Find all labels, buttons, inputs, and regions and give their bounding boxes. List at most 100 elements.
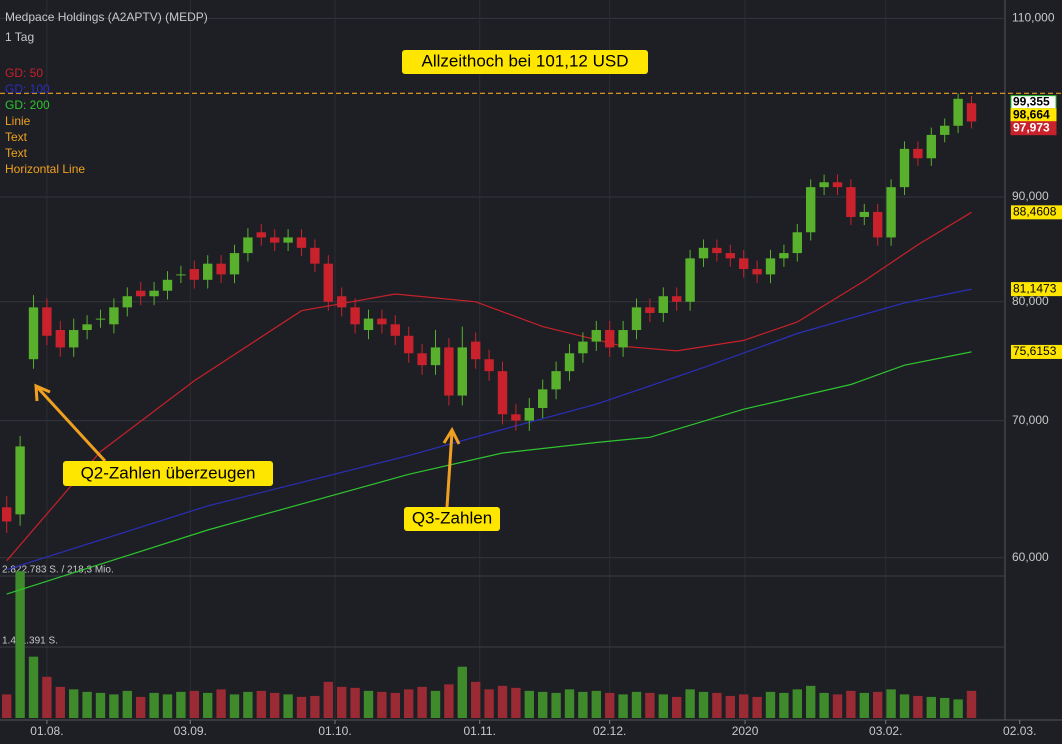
candle-body xyxy=(712,247,722,254)
price-tag xyxy=(1011,205,1062,220)
candle-body xyxy=(55,330,65,348)
volume-bar xyxy=(846,690,856,718)
volume-bar xyxy=(511,687,521,718)
volume-bar xyxy=(95,692,106,718)
candle-body xyxy=(350,307,360,325)
candle-body xyxy=(899,148,910,188)
price-tag-label: 98,664 xyxy=(1013,107,1050,121)
volume-bar xyxy=(672,696,682,718)
volume-bar xyxy=(363,690,374,718)
moving-averages xyxy=(0,92,1062,595)
volume-bar xyxy=(578,691,588,718)
candle-body xyxy=(966,103,977,122)
candle-body xyxy=(725,253,735,259)
candle-body xyxy=(323,263,333,302)
volume-bar xyxy=(953,699,963,718)
candle-body xyxy=(631,307,642,331)
candle-body xyxy=(136,290,146,297)
x-tick-label: 02.12. xyxy=(593,724,626,738)
chart-subtitle: 1 Tag xyxy=(5,30,34,44)
volume-bar xyxy=(55,686,65,718)
candle-body xyxy=(270,237,280,243)
annotations: Allzeithoch bei 101,12 USD Q2-Zahlen übe… xyxy=(34,50,648,531)
candle-body xyxy=(806,187,816,233)
volume-bar xyxy=(685,689,695,718)
arrow xyxy=(445,431,454,508)
volume-bar xyxy=(591,690,601,718)
annotation: Q2-Zahlen überzeugen xyxy=(81,463,256,482)
volume-bar xyxy=(779,692,789,718)
legend: Medpace Holdings (A2APTV) (MEDP) 1 Tag G… xyxy=(5,10,208,176)
volume-bar xyxy=(873,691,883,718)
candle-body xyxy=(404,335,414,354)
volume-bar xyxy=(136,696,146,718)
candle-body xyxy=(82,324,92,331)
candles xyxy=(2,93,977,533)
volume-bar xyxy=(538,691,548,718)
moving-average xyxy=(6,288,972,571)
volume-bar xyxy=(605,692,615,718)
volume-bar xyxy=(645,692,655,718)
candle-body xyxy=(578,341,588,354)
x-tick-label: 01.11. xyxy=(463,724,495,738)
volume-tick-label: 2.822.783 S. / 218,3 Mio. xyxy=(2,565,114,576)
volume-bar xyxy=(631,691,642,718)
candle-body xyxy=(926,134,936,159)
candle-body xyxy=(176,274,186,276)
candle-body xyxy=(551,371,561,390)
volume-bar xyxy=(337,686,347,718)
y-tick-label: 80,000 xyxy=(1012,294,1049,308)
candle-body xyxy=(430,347,441,366)
volume-bar xyxy=(417,686,427,718)
volume-bar xyxy=(42,676,52,718)
volume-bar xyxy=(484,689,494,718)
volume-bar xyxy=(243,691,253,718)
volume-panel: 2.822.783 S. / 218,3 Mio. 1.411.391 S. xyxy=(0,565,1005,718)
price-tag-label: 99,355 xyxy=(1013,94,1050,108)
candle-body xyxy=(846,187,856,217)
y-tick-label: 70,000 xyxy=(1012,413,1049,427)
price-tag xyxy=(1010,121,1057,136)
candle-body xyxy=(605,330,615,348)
volume-bar xyxy=(404,689,414,718)
candle-body xyxy=(792,232,802,254)
moving-average xyxy=(6,351,972,595)
x-tick-label: 01.08. xyxy=(30,724,63,738)
annotation: Allzeithoch bei 101,12 USD xyxy=(422,51,629,70)
volume-bar xyxy=(390,692,400,718)
volume-bar xyxy=(69,689,79,718)
volume-bar xyxy=(430,690,441,718)
candle-body xyxy=(216,263,226,275)
legend-entry: GD: 50 xyxy=(5,66,43,80)
legend-entry: GD: 100 xyxy=(5,82,50,96)
price-tag-label: 75,6153 xyxy=(1013,344,1057,358)
volume-bar xyxy=(377,691,387,718)
candle-body xyxy=(229,253,240,275)
candle-body xyxy=(15,446,25,515)
candle-body xyxy=(28,307,39,360)
legend-entry: GD: 200 xyxy=(5,98,50,112)
legend-entry: Text xyxy=(5,130,28,144)
candle-body xyxy=(390,324,400,336)
volume-bar xyxy=(176,691,186,718)
arrow xyxy=(36,386,107,463)
volume-bar xyxy=(122,690,132,718)
volume-bar xyxy=(819,692,829,718)
annotation-box xyxy=(404,507,500,531)
volume-bar xyxy=(524,690,534,718)
volume-bar xyxy=(497,685,508,718)
volume-bar xyxy=(162,694,173,718)
candle-body xyxy=(296,237,307,248)
candle-body xyxy=(243,237,253,254)
volume-bar xyxy=(712,692,722,718)
candle-body xyxy=(953,98,963,126)
candle-body xyxy=(42,307,52,336)
candle-body xyxy=(913,148,923,159)
candle-body xyxy=(2,507,12,522)
volume-bar xyxy=(444,684,454,718)
candle-body xyxy=(484,359,494,372)
candle-body xyxy=(739,258,749,270)
volume-bar xyxy=(296,696,307,718)
candle-body xyxy=(310,247,320,264)
volume-bar xyxy=(618,694,628,718)
